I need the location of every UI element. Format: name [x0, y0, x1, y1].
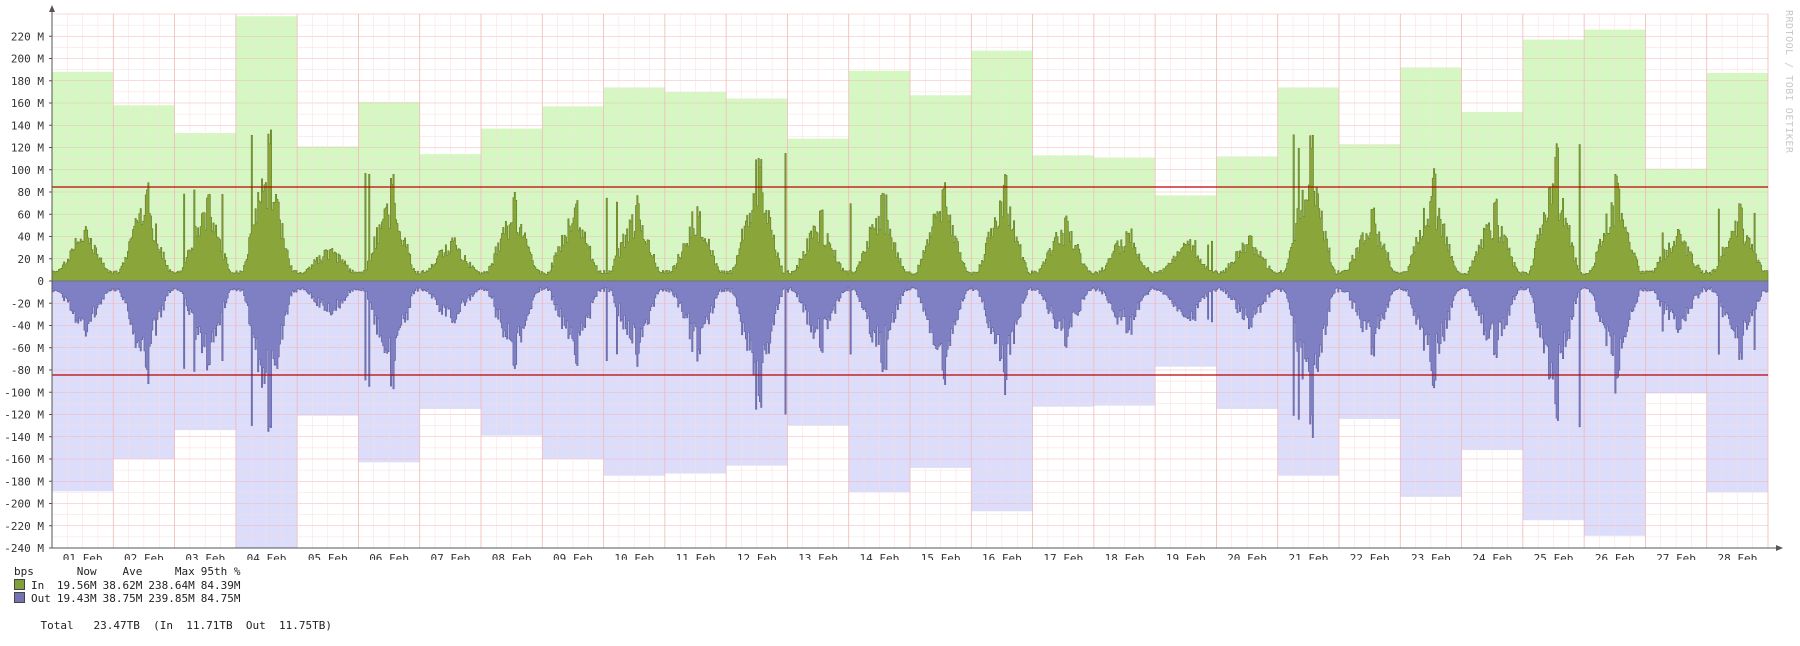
traffic-chart: 220 M 200 M 180 M 160 M 140 M 120 M 100 M 80 M 6… — [0, 0, 1800, 560]
y-tick-label: -20 M — [11, 297, 44, 310]
y-tick-label: -80 M — [11, 364, 44, 377]
y-tick-label: 180 M — [11, 75, 44, 88]
y-tick-label: 60 M — [18, 208, 45, 221]
x-tick-label: 22 Feb — [1350, 552, 1390, 560]
x-tick-label: 26 Feb — [1595, 552, 1635, 560]
legend-ave-header: Ave — [103, 565, 149, 579]
legend-unit: bps — [14, 565, 57, 579]
legend: bps Now Ave Max 95th % In 19.56M 38.62M … — [14, 565, 332, 646]
x-tick-label: 21 Feb — [1288, 552, 1328, 560]
x-tick-label: 20 Feb — [1227, 552, 1267, 560]
x-tick-label: 01 Feb — [63, 552, 103, 560]
legend-max-header: Max — [148, 565, 200, 579]
x-tick-label: 10 Feb — [614, 552, 654, 560]
y-tick-label: -180 M — [4, 475, 44, 488]
legend-now-header: Now — [57, 565, 103, 579]
y-tick-label: -140 M — [4, 431, 44, 444]
x-tick-label: 28 Feb — [1717, 552, 1757, 560]
legend-total-value: 23.47TB — [94, 619, 140, 632]
x-tick-label: 05 Feb — [308, 552, 348, 560]
x-tick-label: 18 Feb — [1105, 552, 1145, 560]
legend-total-out-label: Out — [246, 619, 266, 632]
legend-row-out: Out 19.43M 38.75M 239.85M 84.75M — [14, 592, 246, 606]
legend-total-in-value: 11.71TB — [186, 619, 232, 632]
y-tick-label: -120 M — [4, 409, 44, 422]
y-tick-label: 160 M — [11, 97, 44, 110]
x-tick-label: 03 Feb — [185, 552, 225, 560]
legend-out-label: Out — [31, 592, 51, 605]
x-tick-label: 04 Feb — [247, 552, 287, 560]
legend-p95-header: 95th % — [201, 565, 247, 579]
legend-total-out-value: 11.75TB) — [279, 619, 332, 632]
y-tick-label: -220 M — [4, 520, 44, 533]
x-tick-label: 27 Feb — [1656, 552, 1696, 560]
x-tick-label: 14 Feb — [859, 552, 899, 560]
y-tick-label: 80 M — [18, 186, 45, 199]
x-axis-arrow — [1776, 545, 1783, 551]
y-tick-label: 200 M — [11, 53, 44, 66]
legend-in-ave: 38.62M — [103, 579, 149, 593]
y-tick-label: -40 M — [11, 320, 44, 333]
y-tick-label: -240 M — [4, 542, 44, 555]
y-tick-label: 120 M — [11, 142, 44, 155]
x-tick-label: 16 Feb — [982, 552, 1022, 560]
legend-out-ave: 38.75M — [103, 592, 149, 606]
legend-swatch-in — [14, 579, 25, 590]
y-tick-label: -100 M — [4, 386, 44, 399]
x-tick-label: 07 Feb — [430, 552, 470, 560]
legend-out-max: 239.85M — [148, 592, 200, 606]
y-tick-label: 220 M — [11, 30, 44, 43]
watermark: RRDTOOL / TOBI OETIKER — [1783, 10, 1794, 153]
legend-swatch-out — [14, 592, 25, 603]
x-tick-label: 12 Feb — [737, 552, 777, 560]
y-tick-label: 0 — [37, 275, 44, 288]
x-tick-label: 11 Feb — [676, 552, 716, 560]
x-tick-label: 06 Feb — [369, 552, 409, 560]
legend-in-label: In — [31, 579, 44, 592]
x-tick-label: 15 Feb — [921, 552, 961, 560]
legend-in-now: 19.56M — [57, 579, 103, 593]
x-tick-label: 02 Feb — [124, 552, 164, 560]
legend-out-now: 19.43M — [57, 592, 103, 606]
legend-header: bps Now Ave Max 95th % — [14, 565, 246, 579]
legend-in-max: 238.64M — [148, 579, 200, 593]
x-tick-label: 08 Feb — [492, 552, 532, 560]
legend-total-label: Total — [41, 619, 74, 632]
legend-row-in: In 19.56M 38.62M 238.64M 84.39M — [14, 579, 246, 593]
y-tick-label: -200 M — [4, 498, 44, 511]
y-tick-label: 20 M — [18, 253, 45, 266]
x-tick-label: 25 Feb — [1534, 552, 1574, 560]
x-tick-label: 09 Feb — [553, 552, 593, 560]
y-tick-label: -160 M — [4, 453, 44, 466]
y-tick-label: 140 M — [11, 119, 44, 132]
x-tick-label: 23 Feb — [1411, 552, 1451, 560]
x-tick-label: 13 Feb — [798, 552, 838, 560]
x-tick-label: 19 Feb — [1166, 552, 1206, 560]
chart-svg: 220 M 200 M 180 M 160 M 140 M 120 M 100 M 80 M 6… — [0, 0, 1800, 560]
legend-out-p95: 84.75M — [201, 592, 247, 606]
x-tick-label: 17 Feb — [1043, 552, 1083, 560]
x-tick-label: 24 Feb — [1472, 552, 1512, 560]
y-tick-label: 100 M — [11, 164, 44, 177]
y-tick-label: 40 M — [18, 231, 45, 244]
legend-in-p95: 84.39M — [201, 579, 247, 593]
legend-total: Total 23.47TB (In 11.71TB Out 11.75TB) — [14, 606, 332, 646]
y-tick-label: -60 M — [11, 342, 44, 355]
y-axis-arrow — [49, 5, 55, 12]
legend-total-in-label: (In — [153, 619, 173, 632]
